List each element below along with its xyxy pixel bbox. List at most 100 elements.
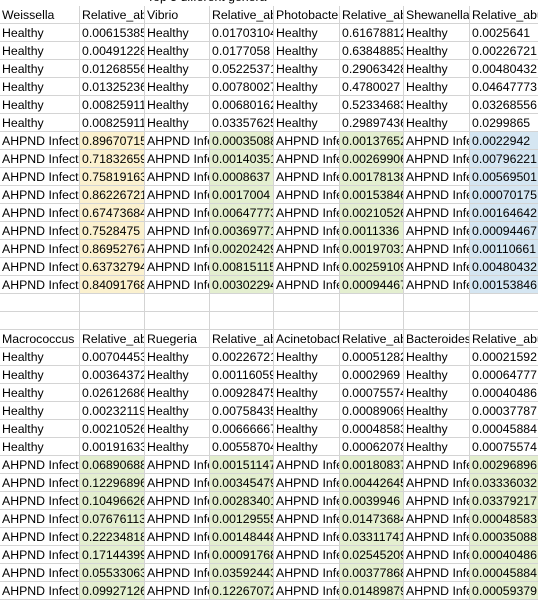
value-cell[interactable]: 0.01473684	[340, 510, 404, 528]
group-cell[interactable]: Healthy	[274, 96, 340, 114]
group-cell[interactable]: AHPND Infec	[145, 582, 210, 600]
relative-abundance-header[interactable]: Relative_abu	[210, 6, 274, 24]
value-cell[interactable]: 0.7528475	[80, 222, 145, 240]
genus-header[interactable]: Weissella	[0, 6, 80, 24]
group-cell[interactable]: AHPND Infec	[274, 510, 340, 528]
group-cell[interactable]: Healthy	[145, 78, 210, 96]
value-cell[interactable]: 0.10496626	[80, 492, 145, 510]
group-cell[interactable]: Healthy	[404, 348, 470, 366]
group-cell[interactable]: Healthy	[0, 384, 80, 402]
group-cell[interactable]: AHPND Infecte	[0, 456, 80, 474]
group-cell[interactable]: Healthy	[404, 402, 470, 420]
value-cell[interactable]: 0.0039946	[340, 492, 404, 510]
group-cell[interactable]: Healthy	[274, 384, 340, 402]
group-cell[interactable]: AHPND Infec	[274, 168, 340, 186]
value-cell[interactable]: 0.00345479	[210, 474, 274, 492]
value-cell[interactable]: 0.00051282	[340, 348, 404, 366]
value-cell[interactable]: 0.61678812	[340, 24, 404, 42]
empty-cell[interactable]	[340, 312, 404, 330]
value-cell[interactable]: 0.22234818	[80, 528, 145, 546]
value-cell[interactable]: 0.07676113	[80, 510, 145, 528]
group-cell[interactable]: Healthy	[0, 402, 80, 420]
empty-cell[interactable]	[470, 312, 538, 330]
value-cell[interactable]: 0.0002969	[340, 366, 404, 384]
value-cell[interactable]: 0.00558704	[210, 438, 274, 456]
group-cell[interactable]: AHPND Infec	[145, 168, 210, 186]
genus-header[interactable]: Shewanella	[404, 6, 470, 24]
value-cell[interactable]: 0.01325236	[80, 78, 145, 96]
value-cell[interactable]: 0.05533063	[80, 564, 145, 582]
relative-abundance-header[interactable]: Relative_abu	[340, 330, 404, 348]
value-cell[interactable]: 0.00442645	[340, 474, 404, 492]
value-cell[interactable]: 0.00615385	[80, 24, 145, 42]
group-cell[interactable]: Healthy	[404, 420, 470, 438]
empty-cell[interactable]	[404, 312, 470, 330]
group-cell[interactable]: AHPND Infec	[145, 546, 210, 564]
value-cell[interactable]: 0.86952767	[80, 240, 145, 258]
group-cell[interactable]: AHPND Infec	[404, 150, 470, 168]
value-cell[interactable]: 0.00210526	[80, 420, 145, 438]
relative-abundance-header[interactable]: Relative_abu	[210, 330, 274, 348]
group-cell[interactable]: Healthy	[145, 96, 210, 114]
group-cell[interactable]: AHPND Infec	[274, 564, 340, 582]
value-cell[interactable]: 0.00091768	[210, 546, 274, 564]
group-cell[interactable]: Healthy	[145, 438, 210, 456]
value-cell[interactable]: 0.89670715	[80, 132, 145, 150]
value-cell[interactable]: 0.00197031	[340, 240, 404, 258]
group-cell[interactable]: AHPND Infecte	[0, 168, 80, 186]
value-cell[interactable]: 0.12296896	[80, 474, 145, 492]
value-cell[interactable]: 0.00296896	[470, 456, 538, 474]
value-cell[interactable]: 0.00062078	[340, 438, 404, 456]
value-cell[interactable]: 0.00704453	[80, 348, 145, 366]
group-cell[interactable]: Healthy	[0, 96, 80, 114]
value-cell[interactable]: 0.00153846	[470, 276, 538, 294]
group-cell[interactable]: AHPND Infec	[145, 474, 210, 492]
group-cell[interactable]: Healthy	[145, 24, 210, 42]
group-cell[interactable]: Healthy	[274, 366, 340, 384]
group-cell[interactable]: Healthy	[0, 438, 80, 456]
group-cell[interactable]: Healthy	[0, 24, 80, 42]
relative-abundance-header[interactable]: Relative_abu	[80, 330, 145, 348]
value-cell[interactable]: 0.01703104	[210, 24, 274, 42]
group-cell[interactable]: AHPND Infec	[404, 510, 470, 528]
group-cell[interactable]: AHPND Infecte	[0, 528, 80, 546]
value-cell[interactable]: 0.00928475	[210, 384, 274, 402]
group-cell[interactable]: AHPND Infec	[274, 276, 340, 294]
group-cell[interactable]: AHPND Infec	[274, 132, 340, 150]
value-cell[interactable]: 0.00037787	[470, 404, 538, 420]
group-cell[interactable]: Healthy	[404, 384, 470, 402]
value-cell[interactable]: 0.01268556	[80, 60, 145, 78]
value-cell[interactable]: 0.00064777	[470, 368, 538, 384]
group-cell[interactable]: Healthy	[404, 24, 470, 42]
empty-cell[interactable]	[210, 312, 274, 330]
value-cell[interactable]: 0.67473684	[80, 204, 145, 222]
value-cell[interactable]: 0.00259109	[340, 258, 404, 276]
value-cell[interactable]: 0.00070175	[470, 186, 538, 204]
value-cell[interactable]: 0.00226721	[470, 44, 538, 60]
value-cell[interactable]: 0.00059379	[470, 582, 538, 600]
value-cell[interactable]: 0.0025641	[470, 24, 538, 42]
group-cell[interactable]: AHPND Infec	[404, 456, 470, 474]
group-cell[interactable]: AHPND Infec	[274, 240, 340, 258]
value-cell[interactable]: 0.12267072	[210, 582, 274, 600]
value-cell[interactable]: 0.0022942	[470, 132, 538, 150]
group-cell[interactable]: Healthy	[404, 366, 470, 384]
group-cell[interactable]: Healthy	[274, 420, 340, 438]
value-cell[interactable]: 0.00825911	[80, 96, 145, 114]
empty-cell[interactable]	[0, 312, 80, 330]
relative-abundance-header[interactable]: Relative_abu	[470, 8, 538, 24]
value-cell[interactable]: 0.00202429	[210, 240, 274, 258]
value-cell[interactable]: 0.00377868	[340, 564, 404, 582]
group-cell[interactable]: Healthy	[145, 402, 210, 420]
group-cell[interactable]: AHPND Infecte	[0, 474, 80, 492]
group-cell[interactable]: Healthy	[404, 60, 470, 78]
group-cell[interactable]: Healthy	[274, 402, 340, 420]
empty-cell[interactable]	[274, 294, 340, 312]
value-cell[interactable]: 0.00269906	[340, 150, 404, 168]
group-cell[interactable]: AHPND Infec	[145, 564, 210, 582]
group-cell[interactable]: AHPND Infec	[145, 276, 210, 294]
group-cell[interactable]: AHPND Infec	[404, 258, 470, 276]
group-cell[interactable]: AHPND Infec	[274, 528, 340, 546]
value-cell[interactable]: 0.00569501	[470, 168, 538, 186]
group-cell[interactable]: Healthy	[274, 60, 340, 78]
